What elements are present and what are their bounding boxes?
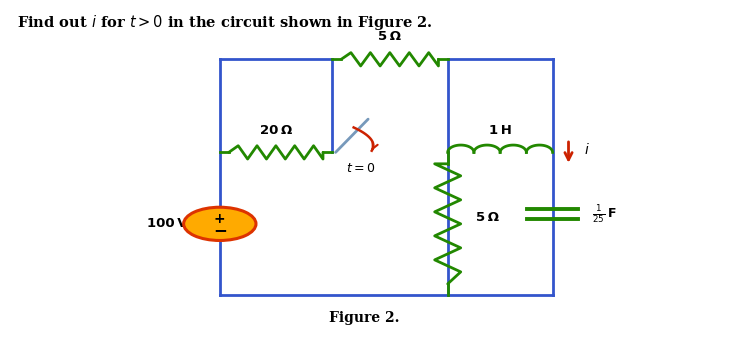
Text: +: + bbox=[214, 212, 225, 225]
Text: Figure 2.: Figure 2. bbox=[330, 311, 399, 325]
Text: 1 H: 1 H bbox=[488, 124, 512, 137]
Circle shape bbox=[184, 207, 256, 240]
Text: $t=0$: $t=0$ bbox=[346, 163, 375, 175]
Text: 5 Ω: 5 Ω bbox=[476, 211, 499, 224]
Text: −: − bbox=[213, 221, 227, 239]
Text: Find out $i$ for $t > 0$ in the circuit shown in Figure 2.: Find out $i$ for $t > 0$ in the circuit … bbox=[17, 13, 433, 32]
Text: 100 V: 100 V bbox=[147, 217, 187, 231]
Text: 5 Ω: 5 Ω bbox=[378, 29, 402, 43]
Text: $i$: $i$ bbox=[585, 142, 590, 156]
Text: 20 Ω: 20 Ω bbox=[260, 124, 292, 137]
Text: $\frac{1}{25}$ F: $\frac{1}{25}$ F bbox=[593, 203, 617, 225]
